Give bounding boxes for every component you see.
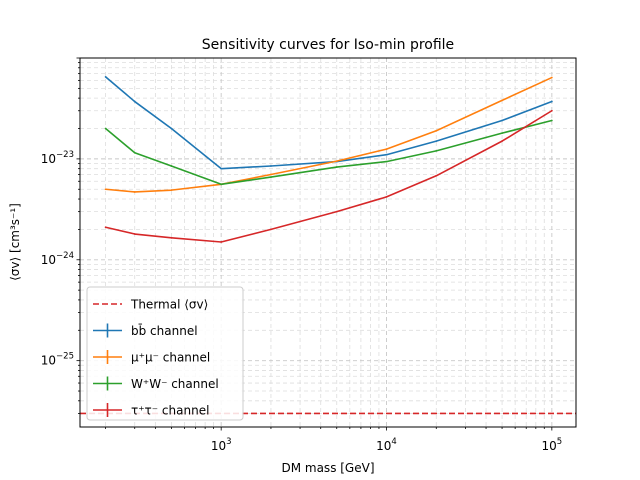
data-point: [501, 119, 503, 122]
x-tick-label: 105: [541, 437, 562, 453]
series-line: [105, 110, 553, 243]
legend-label: W⁺W⁻ channel: [131, 377, 219, 391]
legend-entry: W⁺W⁻ channel: [93, 376, 219, 391]
data-point: [104, 226, 107, 229]
series-2: [104, 119, 553, 186]
data-point: [220, 241, 223, 243]
data-point: [335, 160, 338, 163]
data-point: [170, 165, 173, 167]
data-point: [270, 173, 272, 176]
data-point: [133, 151, 136, 154]
data-point: [104, 75, 107, 78]
y-tick-label: 10−23: [41, 150, 74, 166]
series-group: [104, 75, 553, 243]
y-axis-label: ⟨σv⟩ [cm³s⁻¹]: [8, 203, 22, 281]
data-point: [104, 127, 107, 130]
legend-entry: μ⁺μ⁻ channel: [93, 350, 210, 365]
data-point: [270, 228, 272, 231]
data-point: [170, 189, 173, 192]
series-line: [105, 76, 553, 170]
ticks-group: 103 104 105 10−25 10−24 10−23: [41, 57, 562, 453]
legend-label: τ⁺τ⁻ channel: [131, 404, 209, 418]
data-point: [550, 109, 553, 112]
data-point: [550, 119, 553, 122]
data-point: [385, 160, 388, 163]
data-point: [133, 233, 136, 235]
x-tick-label: 104: [376, 437, 397, 453]
data-point: [385, 153, 388, 156]
data-point: [170, 127, 173, 130]
legend: Thermal ⟨σv⟩ bb̄ channel μ⁺μ⁻ channel W⁺W⁻ …: [86, 286, 244, 421]
data-point: [501, 132, 503, 135]
data-point: [220, 167, 223, 170]
x-axis-label: DM mass [GeV]: [281, 461, 374, 475]
data-point: [435, 140, 438, 143]
data-point: [385, 195, 388, 198]
series-line: [105, 119, 553, 186]
y-tick-label: 10−24: [41, 251, 74, 267]
data-point: [170, 236, 173, 239]
y-tick-label: 10−25: [41, 352, 74, 368]
x-tick-label: 103: [211, 437, 232, 453]
data-point: [335, 166, 338, 168]
data-point: [501, 140, 503, 143]
data-point: [550, 76, 553, 79]
chart-title: Sensitivity curves for Iso-min profile: [202, 37, 454, 53]
legend-label: Thermal ⟨σv⟩: [130, 298, 208, 312]
data-point: [550, 100, 553, 103]
series-3: [104, 109, 553, 243]
plot-frame: [79, 57, 577, 428]
series-0: [104, 75, 553, 170]
legend-entry: Thermal ⟨σv⟩: [93, 298, 208, 312]
data-point: [501, 99, 503, 102]
legend-label: bb̄ channel: [131, 324, 198, 338]
data-point: [435, 174, 438, 177]
legend-label: μ⁺μ⁻ channel: [131, 351, 210, 365]
data-point: [335, 210, 338, 213]
data-point: [270, 165, 272, 167]
data-point: [220, 183, 223, 186]
series-line: [105, 76, 553, 193]
data-point: [435, 129, 438, 132]
legend-box: [86, 286, 244, 421]
data-point: [435, 149, 438, 152]
data-point: [385, 148, 388, 151]
data-point: [270, 176, 272, 178]
data-point: [133, 100, 136, 103]
data-point: [104, 188, 107, 191]
legend-entry: bb̄ channel: [93, 323, 198, 338]
legend-entry: τ⁺τ⁻ channel: [93, 403, 209, 418]
data-point: [133, 191, 136, 193]
